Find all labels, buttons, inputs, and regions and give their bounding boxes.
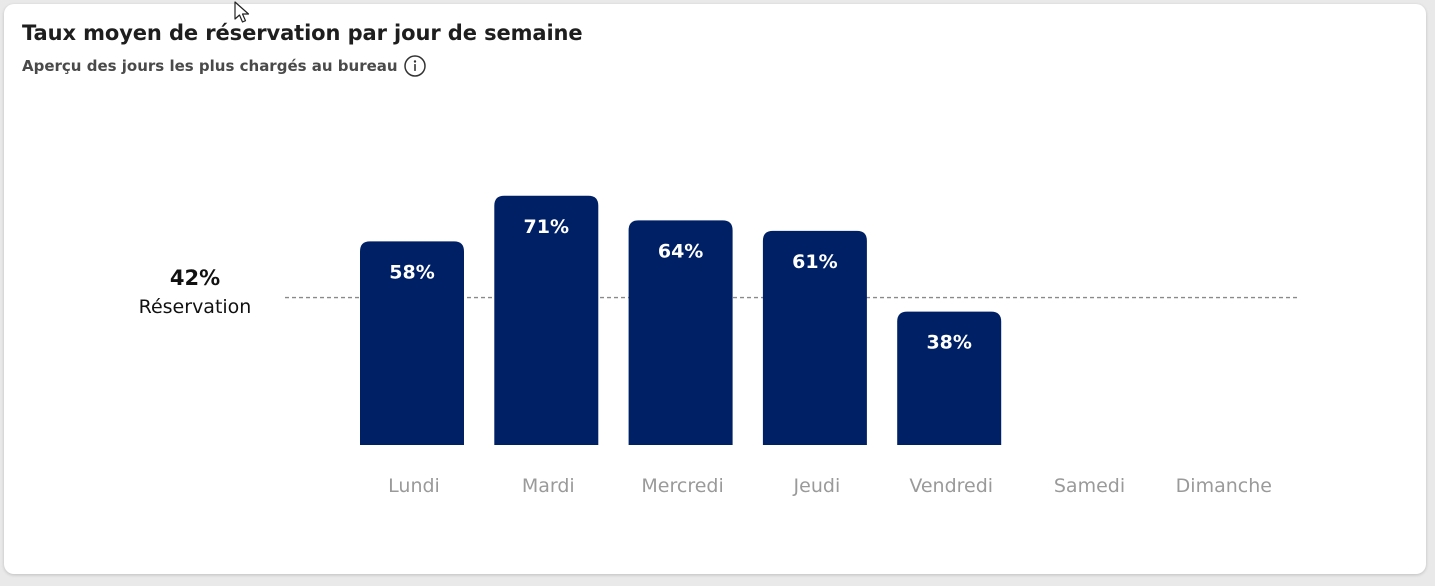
bar-mercredi[interactable] bbox=[628, 220, 733, 445]
bar-value-label: 58% bbox=[389, 261, 434, 283]
bar-jeudi[interactable] bbox=[762, 230, 867, 445]
x-axis-label-vendredi: Vendredi bbox=[909, 475, 993, 497]
x-axis-label-dimanche: Dimanche bbox=[1176, 475, 1272, 497]
x-axis-label-jeudi: Jeudi bbox=[793, 475, 841, 497]
bar-value-label: 38% bbox=[926, 332, 971, 354]
x-axis-label-samedi: Samedi bbox=[1054, 475, 1125, 497]
card-title: Taux moyen de réservation par jour de se… bbox=[22, 21, 583, 45]
x-axis-label-mercredi: Mercredi bbox=[641, 475, 723, 497]
bar-vendredi[interactable] bbox=[897, 311, 1002, 445]
average-value: 42% bbox=[169, 266, 221, 290]
bar-value-label: 71% bbox=[524, 216, 569, 238]
subtitle-row: Aperçu des jours les plus chargés au bur… bbox=[22, 55, 426, 77]
bar-mardi[interactable] bbox=[494, 195, 599, 445]
bar-lundi[interactable] bbox=[360, 241, 464, 445]
average-summary: 42% Réservation bbox=[104, 266, 286, 318]
card-subtitle: Aperçu des jours les plus chargés au bur… bbox=[22, 57, 398, 75]
x-axis-label-lundi: Lundi bbox=[388, 475, 440, 497]
mouse-pointer-icon bbox=[234, 1, 250, 23]
x-axis-label-mardi: Mardi bbox=[522, 475, 575, 497]
info-circle-icon[interactable] bbox=[403, 55, 426, 77]
bar-value-label: 61% bbox=[792, 251, 837, 273]
bar-value-label: 64% bbox=[658, 240, 703, 262]
average-label: Réservation bbox=[138, 296, 252, 318]
